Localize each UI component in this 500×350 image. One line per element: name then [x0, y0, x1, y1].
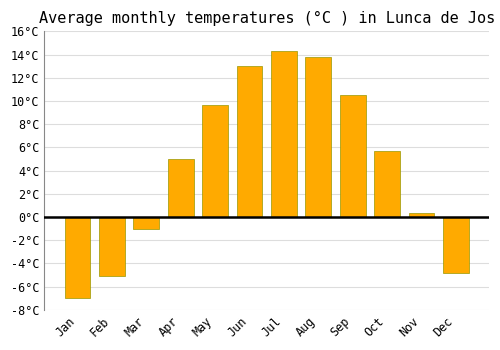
- Title: Average monthly temperatures (°C ) in Lunca de Jos: Average monthly temperatures (°C ) in Lu…: [38, 11, 495, 26]
- Bar: [374, 151, 400, 217]
- Bar: [271, 51, 297, 217]
- Bar: [340, 95, 365, 217]
- Bar: [99, 217, 125, 276]
- Bar: [202, 105, 228, 217]
- Bar: [64, 217, 90, 298]
- Bar: [408, 214, 434, 217]
- Bar: [306, 57, 331, 217]
- Bar: [134, 217, 159, 229]
- Bar: [443, 217, 468, 273]
- Bar: [236, 66, 262, 217]
- Bar: [168, 159, 194, 217]
